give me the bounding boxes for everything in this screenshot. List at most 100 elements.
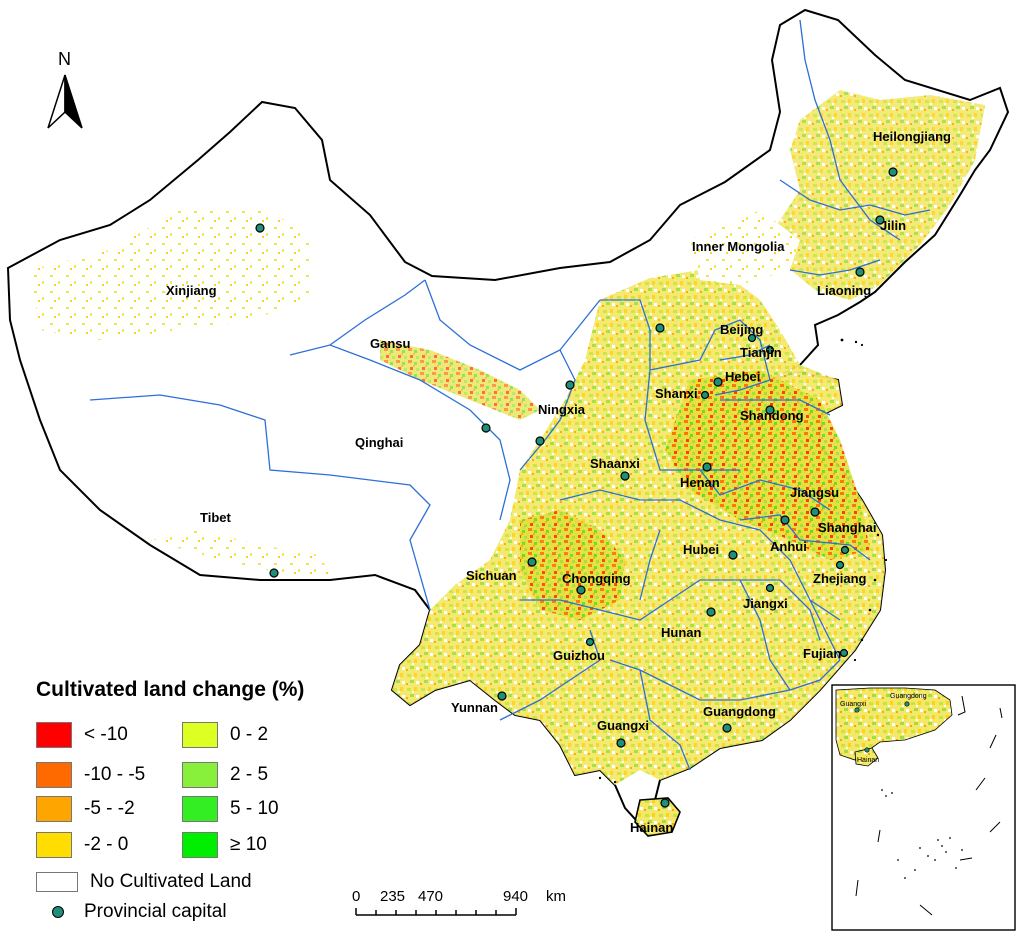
capital-fujian — [839, 648, 849, 658]
legend-label: -5 - -2 — [84, 798, 135, 819]
legend-item-5-10: 5 - 10 — [182, 796, 279, 822]
legend-swatch — [36, 722, 72, 748]
capital-yunnan — [497, 691, 507, 701]
label-inner-mongolia: Inner Mongolia — [692, 239, 785, 254]
xinjiang-sparse — [30, 210, 310, 340]
hainan-island — [634, 797, 681, 837]
hexi-corridor — [380, 340, 540, 420]
legend-label: 0 - 2 — [230, 724, 269, 745]
scale-unit: km — [546, 888, 566, 905]
legend-label: 5 - 10 — [230, 798, 279, 819]
northeast-cultivated-area — [770, 90, 985, 300]
scale-tick-940: 940 — [503, 888, 528, 905]
legend-item-0-2: 0 - 2 — [182, 722, 268, 748]
inset-label-guangxi: Guangxi — [840, 701, 867, 708]
capital-xinjiang — [255, 223, 265, 233]
provincial-capitals — [255, 167, 898, 808]
label-shandong: Shandong — [740, 408, 804, 423]
legend-item-minus10-minus5: -10 - -5 — [36, 762, 145, 788]
label-gansu: Gansu — [370, 336, 411, 351]
scale-tick-470: 470 — [418, 888, 443, 905]
legend-swatch — [36, 872, 78, 892]
province-boundaries — [89, 19, 931, 771]
label-ningxia: Ningxia — [538, 402, 586, 417]
capital-dot-icon — [52, 906, 64, 918]
capital-chongqing — [576, 585, 586, 595]
capital-qinghai — [481, 423, 491, 433]
label-liaoning: Liaoning — [817, 283, 871, 298]
capital-tianjin — [765, 345, 775, 355]
capital-sichuan — [527, 557, 537, 567]
capital-jiangxi — [765, 583, 775, 593]
north-arrow: N — [47, 49, 83, 129]
capital-shandong — [765, 405, 775, 415]
province-labels: Heilongjiang Jilin Inner Mongolia Liaoni… — [166, 129, 951, 835]
legend-label: 2 - 5 — [230, 764, 269, 785]
inner-mongolia-sparse — [690, 210, 800, 285]
label-shanxi: Shanxi — [655, 386, 698, 401]
label-guangxi: Guangxi — [597, 718, 649, 733]
capital-beijing — [747, 333, 757, 343]
scale-bar — [355, 908, 517, 916]
label-shanghai: Shanghai — [818, 520, 877, 535]
scale-tick-235: 235 — [380, 888, 405, 905]
label-guangdong: Guangdong — [703, 704, 776, 719]
capital-heilongjiang — [888, 167, 898, 177]
capital-henan — [702, 462, 712, 472]
legend-label: -2 - 0 — [84, 834, 129, 855]
label-heilongjiang: Heilongjiang — [873, 129, 951, 144]
inset-label-hainan: Hainan — [857, 757, 879, 764]
label-tianjin: Tianjin — [740, 345, 782, 360]
inset-label-guangdong: Guangdong — [890, 693, 927, 700]
label-hubei: Hubei — [683, 542, 719, 557]
legend-swatch — [182, 796, 218, 822]
capital-jiangsu — [810, 507, 820, 517]
label-beijing: Beijing — [720, 322, 763, 337]
capital-ningxia — [565, 380, 575, 390]
label-jiangsu: Jiangsu — [790, 485, 839, 500]
legend-title: Cultivated land change (%) — [36, 678, 305, 701]
legend-item-minus5-minus2: -5 - -2 — [36, 796, 135, 822]
label-jilin: Jilin — [880, 218, 906, 233]
capital-zhejiang — [835, 560, 845, 570]
label-qinghai: Qinghai — [355, 435, 403, 450]
capital-shaanxi — [620, 471, 630, 481]
label-hunan: Hunan — [661, 625, 702, 640]
legend-label: ≥ 10 — [230, 834, 267, 855]
label-hainan: Hainan — [630, 820, 673, 835]
capital-hubei — [728, 550, 738, 560]
legend-swatch — [36, 762, 72, 788]
label-sichuan: Sichuan — [466, 568, 517, 583]
legend-item-2-5: 2 - 5 — [182, 762, 268, 788]
tibet-sparse — [150, 530, 330, 575]
scale-bar-labels: 0 235 470 940 km — [352, 888, 566, 905]
legend-item-no-cultivated-land: No Cultivated Land — [36, 871, 252, 893]
label-chongqing: Chongqing — [562, 571, 631, 586]
legend-swatch — [182, 762, 218, 788]
legend-label: No Cultivated Land — [90, 871, 252, 892]
label-yunnan: Yunnan — [451, 700, 498, 715]
capital-liaoning — [855, 267, 865, 277]
label-zhejiang: Zhejiang — [813, 571, 867, 586]
legend-item-provincial-capital: Provincial capital — [52, 901, 227, 923]
capital-shanghai — [840, 545, 850, 555]
label-tibet: Tibet — [200, 510, 231, 525]
capital-shanxi — [700, 390, 710, 400]
capital-guangxi — [616, 738, 626, 748]
capital-tibet — [269, 568, 279, 578]
capital-inner-mongolia — [655, 323, 665, 333]
capital-hebei — [713, 377, 723, 387]
label-henan: Henan — [680, 475, 720, 490]
legend-swatch — [182, 832, 218, 858]
legend-label: -10 - -5 — [84, 764, 146, 785]
coastline-islands — [598, 338, 888, 784]
legend-swatch — [36, 796, 72, 822]
capital-hunan — [706, 607, 716, 617]
label-guizhou: Guizhou — [553, 648, 605, 663]
label-xinjiang: Xinjiang — [166, 283, 217, 298]
legend-swatch — [182, 722, 218, 748]
legend-swatch — [36, 832, 72, 858]
north-arrow-label: N — [58, 49, 71, 69]
legend-label: Provincial capital — [84, 901, 227, 922]
